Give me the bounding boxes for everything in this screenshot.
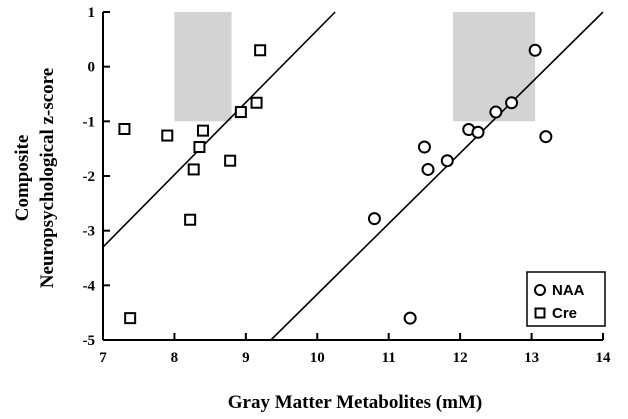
point-naa xyxy=(417,140,431,154)
legend-label-naa: NAA xyxy=(552,282,585,299)
fit-lines xyxy=(102,11,604,341)
x-tick-label: 9 xyxy=(242,350,250,366)
legend-circle-marker xyxy=(534,284,546,296)
point-cre xyxy=(224,154,237,167)
point-naa xyxy=(471,125,485,139)
legend-box xyxy=(526,271,606,327)
y-tick-label: -3 xyxy=(83,224,96,240)
point-naa xyxy=(489,105,503,119)
fit-line-naa xyxy=(270,11,604,341)
x-tick-label: 7 xyxy=(99,350,107,366)
legend: NAA Cre xyxy=(526,271,606,327)
point-naa xyxy=(539,130,553,144)
point-naa xyxy=(403,311,417,325)
x-tick-label: 11 xyxy=(382,350,396,366)
x-tick-label: 10 xyxy=(310,350,325,366)
point-cre xyxy=(250,96,263,109)
data-points xyxy=(118,43,553,325)
point-cre xyxy=(254,44,267,57)
point-cre xyxy=(118,122,131,135)
fit-line-cre xyxy=(102,11,336,248)
y-tick-label: -1 xyxy=(83,114,96,130)
point-naa xyxy=(367,212,381,226)
y-tick-label: -5 xyxy=(83,333,96,349)
point-naa xyxy=(528,43,542,57)
point-cre xyxy=(124,312,137,325)
point-naa xyxy=(440,154,454,168)
point-naa xyxy=(421,162,435,176)
legend-square-marker xyxy=(534,307,546,319)
point-cre xyxy=(193,141,206,154)
x-tick-label: 12 xyxy=(453,350,468,366)
point-cre xyxy=(197,124,209,137)
point-naa xyxy=(505,96,519,110)
point-cre xyxy=(184,213,197,226)
x-tick-label: 13 xyxy=(524,350,539,366)
y-tick-label: 0 xyxy=(88,60,96,76)
y-axis-title-line1: Composite xyxy=(12,135,33,222)
x-tick-label: 8 xyxy=(171,350,179,366)
y-axis-title-line2: Neuropsychological z-score xyxy=(37,68,58,288)
point-cre xyxy=(234,106,247,119)
point-cre xyxy=(187,163,200,176)
shaded-region-2 xyxy=(453,12,536,122)
x-tick-label: 14 xyxy=(596,350,612,366)
y-tick-label: 1 xyxy=(88,5,96,21)
y-tick-label: -2 xyxy=(83,169,96,185)
legend-label-cre: Cre xyxy=(552,305,577,322)
y-tick-label: -4 xyxy=(83,278,96,294)
point-cre xyxy=(161,129,174,142)
x-axis-title: Gray Matter Metabolites (mM) xyxy=(228,392,482,413)
shaded-regions xyxy=(174,12,536,122)
shaded-region-1 xyxy=(174,12,232,122)
